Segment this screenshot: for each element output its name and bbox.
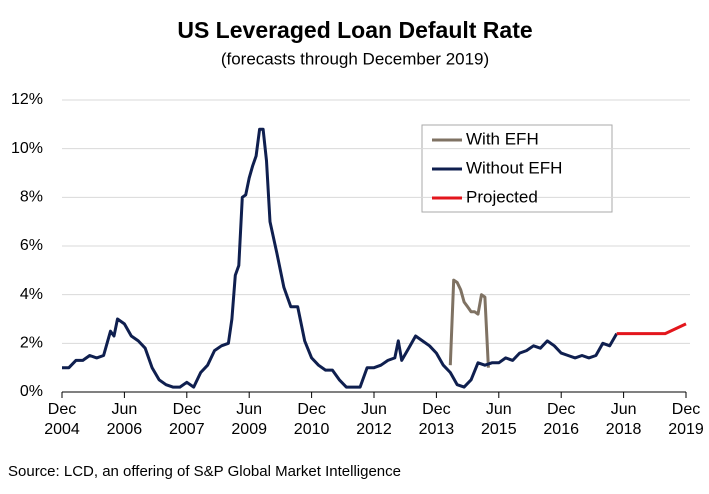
y-tick-label: 8% <box>20 189 43 206</box>
y-tick-label: 10% <box>11 140 43 157</box>
source-note: Source: LCD, an offering of S&P Global M… <box>8 463 401 480</box>
x-tick-label: Dec 2016 <box>543 401 579 438</box>
x-tick-label: Jun 2018 <box>605 401 642 438</box>
y-tick-label: 12% <box>11 91 43 108</box>
legend-label: Without EFH <box>466 158 562 177</box>
x-tick-label: Jun 2009 <box>231 401 267 438</box>
x-tick-label: Dec 2004 <box>44 401 80 438</box>
chart-subtitle: (forecasts through December 2019) <box>221 49 489 68</box>
x-tick-label: Dec 2019 <box>668 401 704 438</box>
x-tick-label: Jun 2015 <box>481 401 517 438</box>
x-tick-label: Dec 2013 <box>418 401 455 438</box>
series-line <box>616 322 687 336</box>
y-tick-label: 0% <box>20 383 43 400</box>
x-tick-label: Dec 2007 <box>169 401 205 438</box>
x-tick-label: Jun 2012 <box>356 401 392 438</box>
series-line <box>448 278 490 368</box>
series-line <box>62 127 619 389</box>
legend-label: With EFH <box>466 129 539 148</box>
y-tick-label: 2% <box>20 335 43 352</box>
legend-label: Projected <box>466 187 538 206</box>
x-tick-label: Dec 2010 <box>293 401 330 438</box>
y-tick-label: 4% <box>20 286 43 303</box>
y-tick-label: 6% <box>20 237 43 254</box>
x-tick-label: Jun 2006 <box>106 401 143 438</box>
chart-title: US Leveraged Loan Default Rate <box>177 17 532 43</box>
